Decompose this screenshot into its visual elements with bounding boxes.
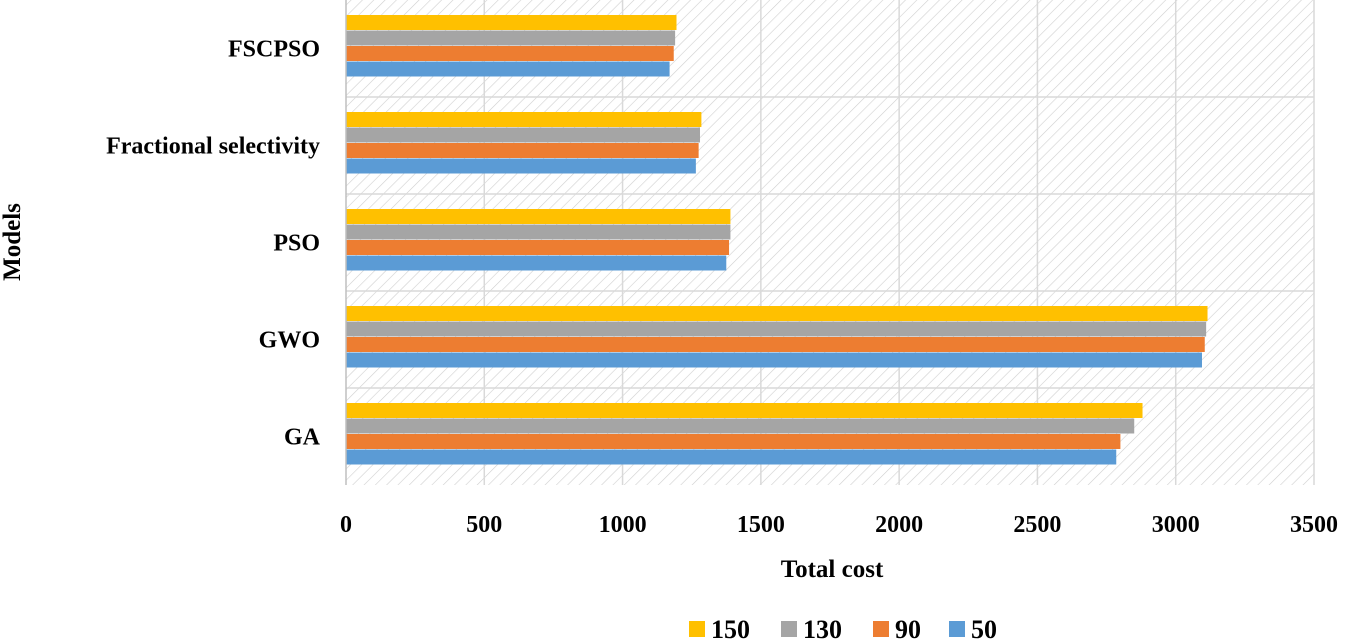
- bar-150-fscpso: [346, 15, 677, 30]
- bar-130-ga: [346, 418, 1135, 434]
- y-tick-labels: FSCPSO Fractional selectivity PSO GWO GA: [106, 37, 321, 451]
- y-tick-label: Fractional selectivity: [106, 134, 320, 160]
- bar-130-gwo: [346, 321, 1207, 337]
- gridlines: [346, 0, 1315, 485]
- bar-130-pso: [346, 224, 731, 240]
- y-tick-label: FSCPSO: [228, 37, 320, 63]
- y-tick-label: GWO: [259, 328, 320, 354]
- legend-swatch-50: [949, 621, 965, 637]
- bar-150-fractional-selectivity: [346, 112, 702, 127]
- x-axis-title: Total cost: [781, 556, 884, 583]
- bar-150-ga: [346, 403, 1143, 418]
- legend-label-150: 150: [711, 615, 750, 642]
- legend-label-50: 50: [971, 615, 997, 642]
- bar-90-ga: [346, 434, 1121, 449]
- bar-90-pso: [346, 240, 730, 255]
- bars: [346, 15, 1208, 465]
- bar-90-fractional-selectivity: [346, 143, 699, 158]
- bar-50-pso: [346, 255, 727, 271]
- legend-label-130: 130: [803, 615, 842, 642]
- legend-swatch-150: [689, 621, 705, 637]
- y-tick-label: PSO: [273, 231, 320, 257]
- legend-label-90: 90: [895, 615, 921, 642]
- legend: 150 130 90 50: [689, 615, 997, 642]
- x-tick-label: 1000: [599, 512, 647, 538]
- bar-130-fscpso: [346, 30, 676, 46]
- bar-90-fscpso: [346, 46, 674, 61]
- y-tick-label: GA: [284, 425, 321, 451]
- bar-90-gwo: [346, 337, 1205, 352]
- y-axis-title: Models: [0, 203, 26, 281]
- x-tick-label: 3000: [1152, 512, 1200, 538]
- bar-150-gwo: [346, 306, 1208, 321]
- bar-50-fractional-selectivity: [346, 158, 696, 174]
- bar-50-ga: [346, 449, 1117, 465]
- legend-swatch-130: [781, 621, 797, 637]
- x-tick-label: 500: [466, 512, 502, 538]
- bar-130-fractional-selectivity: [346, 127, 701, 143]
- x-tick-label: 2500: [1013, 512, 1061, 538]
- x-tick-label: 0: [340, 512, 352, 538]
- bar-150-pso: [346, 209, 731, 224]
- x-tick-label: 1500: [737, 512, 785, 538]
- bar-50-gwo: [346, 352, 1202, 368]
- x-tick-labels: 0 500 1000 1500 2000 2500 3000 3500: [340, 512, 1338, 538]
- x-tick-label: 3500: [1290, 512, 1338, 538]
- bar-50-fscpso: [346, 61, 670, 77]
- x-tick-label: 2000: [875, 512, 923, 538]
- legend-swatch-90: [873, 621, 889, 637]
